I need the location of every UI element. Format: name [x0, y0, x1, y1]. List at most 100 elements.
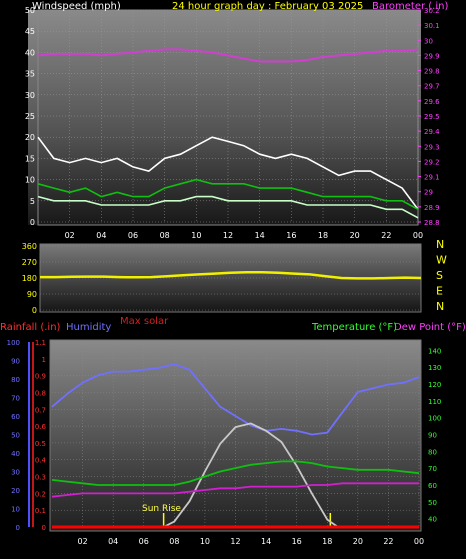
- barometer-tick-label: 30.2: [424, 7, 440, 15]
- windspeed-axis-label: Windspeed (mph): [32, 1, 121, 12]
- wind-x-axis-ticks: 02 04 06 08 10 12 14 16 18 20 22 00: [65, 231, 424, 240]
- barometer-tick-label: 29.7: [424, 83, 440, 91]
- humidity-tick-label: 100: [7, 339, 20, 347]
- barometer-tick-label: 29.6: [424, 98, 440, 106]
- temperature-tick-label: 80: [428, 448, 437, 456]
- humidity-axis-ticks: 0 10 20 30 40 50 60 70 80 90 100: [7, 339, 30, 532]
- temperature-tick-label: 140: [428, 347, 441, 355]
- temp-x-tick-label: 04: [108, 537, 118, 546]
- direction-grid: [40, 245, 421, 311]
- sun-rise-label: Sun Rise: [142, 504, 181, 514]
- wind-series-group: [37, 48, 419, 219]
- dew-point-axis-label: Dew Point (°F): [394, 322, 466, 333]
- windspeed-tick-label: 5: [30, 197, 35, 206]
- barometer-tick-label: 29.4: [424, 128, 440, 136]
- humidity-tick-label: 0: [16, 524, 20, 532]
- compass-letter: S: [436, 269, 443, 282]
- barometer-tick-label: 29.9: [424, 52, 440, 60]
- wind-plot-background: [28, 10, 421, 225]
- temp-x-tick-label: 10: [200, 537, 210, 546]
- rainfall-tick-label: 0.9: [35, 373, 46, 381]
- temperature-axis-label: Temperature (°F): [311, 322, 397, 333]
- wind-line: [37, 195, 419, 219]
- rainfall-tick-label: 1: [42, 356, 46, 364]
- temp-x-tick-label: 00: [414, 537, 424, 546]
- wind-x-tick-label: 12: [223, 231, 233, 240]
- barometer-axis-ticks: 28.8 28.9 29 29.1 29.2 29.3 29.4 29.5 29.6 29.7 29…: [418, 7, 440, 227]
- humidity-axis-label: Humidity: [66, 322, 111, 333]
- windspeed-tick-label: 30: [25, 91, 35, 100]
- temperature-f-line: [51, 460, 420, 486]
- temp-x-tick-label: 22: [383, 537, 393, 546]
- wind-x-tick-label: 04: [96, 231, 106, 240]
- temp-x-tick-label: 18: [322, 537, 332, 546]
- wind-x-tick-label: 18: [318, 231, 328, 240]
- max-solar-label: Max solar: [120, 316, 169, 327]
- wind-x-tick-label: 16: [286, 231, 296, 240]
- temperature-tick-label: 70: [428, 465, 437, 473]
- temperature-tick-label: 50: [428, 499, 437, 507]
- temperature-tick-label: 120: [428, 381, 441, 389]
- barometer-line: [37, 48, 419, 63]
- compass-letter: N: [436, 238, 444, 251]
- rainfall-axis-label: Rainfall (.in): [0, 322, 61, 333]
- temp-series-group: [51, 363, 420, 529]
- rainfall-tick-label: 0.5: [35, 440, 46, 448]
- humidity-tick-label: 60: [11, 413, 20, 421]
- barometer-tick-label: 29: [424, 189, 433, 197]
- humidity-tick-label: 80: [11, 376, 20, 384]
- direction-series-group: [40, 271, 422, 280]
- direction-axis-ticks: 0 90 180 270 360: [22, 242, 37, 315]
- rainfall-tick-label: 0.4: [35, 457, 47, 465]
- windspeed-tick-label: 20: [25, 133, 35, 142]
- humidity-tick-label: 30: [11, 469, 20, 477]
- compass-letter: W: [436, 254, 447, 267]
- rainfall-tick-label: 0.2: [35, 490, 46, 498]
- rainfall-tick-label: 0.8: [35, 389, 46, 397]
- windspeed-axis-ticks: 0 5 10 15 20 25 30 35 40 45 50: [25, 6, 35, 227]
- max-solar-line: [163, 422, 339, 528]
- rainfall-axis-ticks: 0 0.1 0.2 0.3 0.4 0.5 0.6 0.7 0.8 0.9 1 1.1: [32, 339, 47, 532]
- windspeed-tick-label: 45: [25, 27, 35, 36]
- wind-direction-line: [40, 271, 422, 280]
- barometer-tick-label: 29.2: [424, 158, 440, 166]
- temp-x-tick-label: 16: [292, 537, 302, 546]
- rainfall-tick-label: 0.1: [35, 507, 46, 515]
- wind-line: [37, 178, 419, 211]
- wind-x-tick-label: 00: [413, 231, 423, 240]
- rainfall-tick-label: 0: [42, 524, 46, 532]
- temperature-axis-ticks: 40 50 60 70 80 90 100 110 120 130 140: [428, 347, 441, 523]
- rainfall-tick-label: 1.1: [35, 339, 46, 347]
- barometer-tick-label: 30: [424, 37, 433, 45]
- wind-x-tick-label: 10: [191, 231, 201, 240]
- barometer-tick-label: 28.8: [424, 219, 440, 227]
- rainfall-tick-label: 0.7: [35, 406, 46, 414]
- humidity-tick-label: 10: [11, 506, 20, 514]
- wind-x-tick-label: 20: [350, 231, 360, 240]
- rainfall-tick-label: 0.3: [35, 474, 46, 482]
- temp-x-tick-label: 14: [261, 537, 271, 546]
- direction-tick-label: 90: [27, 290, 37, 299]
- dew-point-f-line: [51, 482, 419, 498]
- direction-tick-label: 270: [22, 258, 37, 267]
- temperature-humidity-panel: Rainfall (.in) Humidity Max solar Temper…: [0, 316, 466, 546]
- barometer-tick-label: 29.5: [424, 113, 440, 121]
- barometer-tick-label: 29.1: [424, 174, 440, 182]
- temperature-tick-label: 40: [428, 516, 437, 524]
- compass-letter: N: [436, 300, 444, 313]
- temp-plot-frame: [49, 339, 422, 532]
- temperature-tick-label: 130: [428, 364, 441, 372]
- humidity-tick-label: 40: [11, 450, 20, 458]
- barometer-tick-label: 29.3: [424, 143, 440, 151]
- temp-x-tick-label: 20: [353, 537, 363, 546]
- humidity-line: [51, 363, 420, 436]
- temp-grid: [52, 341, 420, 528]
- windspeed-tick-label: 10: [25, 176, 35, 185]
- windspeed-tick-label: 50: [25, 6, 35, 15]
- wind-x-tick-label: 22: [381, 231, 391, 240]
